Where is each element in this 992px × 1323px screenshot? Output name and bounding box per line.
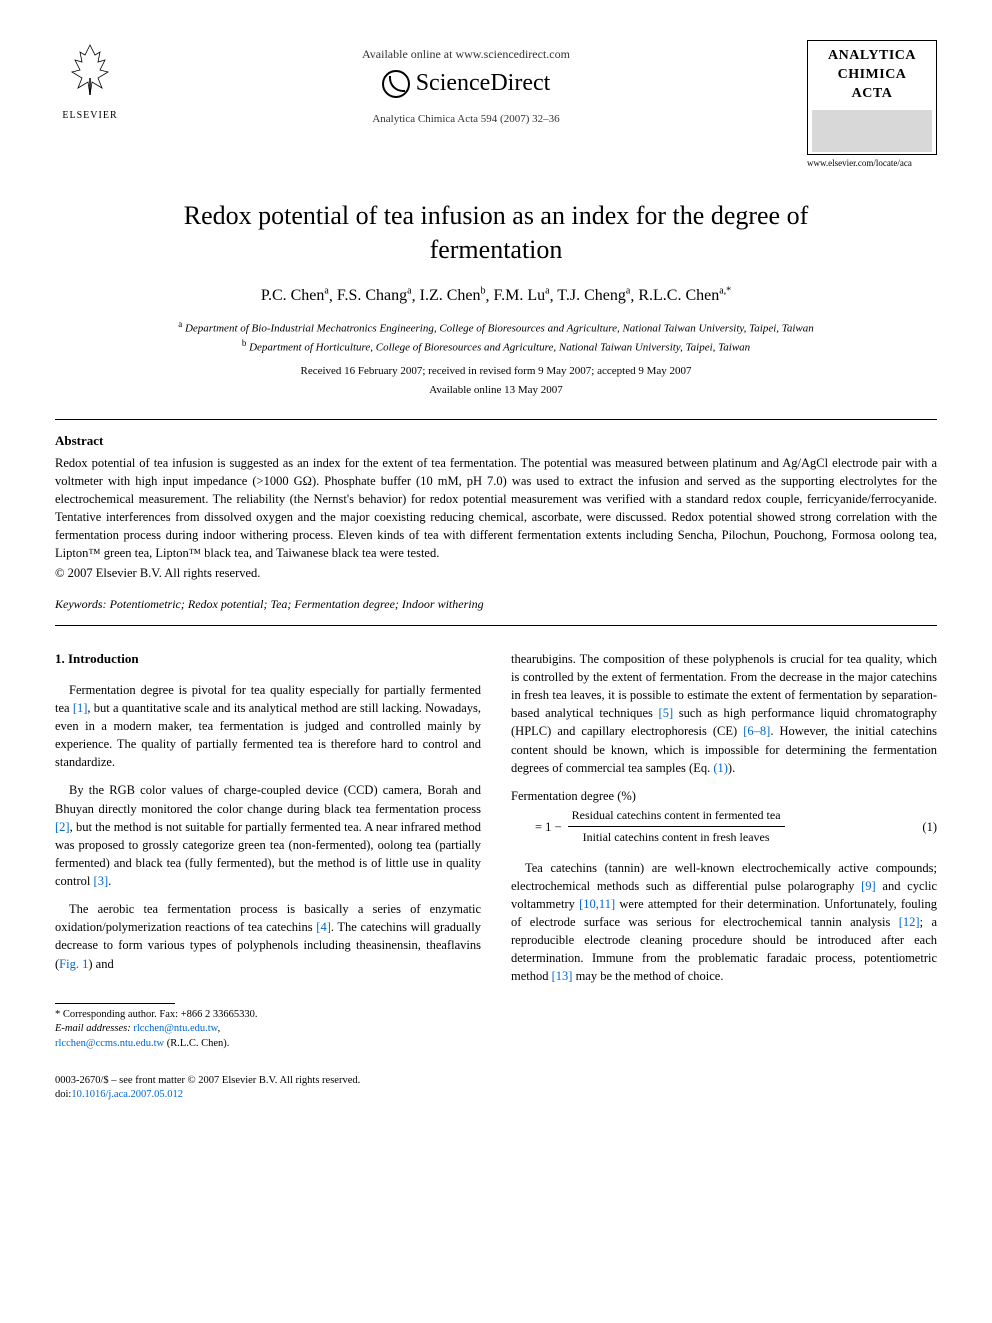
affiliation-a: a Department of Bio-Industrial Mechatron…	[55, 318, 937, 337]
journal-box: ANALYTICA CHIMICA ACTA	[807, 40, 937, 155]
journal-name-line2: CHIMICA	[812, 66, 932, 85]
ref-link-3[interactable]: [3]	[94, 874, 109, 888]
author-2: F.S. Changa	[337, 287, 412, 304]
email-line-2: rlcchen@ccms.ntu.edu.tw (R.L.C. Chen).	[55, 1037, 481, 1052]
doi-line: doi:10.1016/j.aca.2007.05.012	[55, 1088, 937, 1103]
online-date: Available online 13 May 2007	[55, 383, 937, 398]
page-footer: 0003-2670/$ – see front matter © 2007 El…	[55, 1074, 937, 1103]
footnote-separator	[55, 1003, 175, 1004]
intro-para-3: The aerobic tea fermentation process is …	[55, 900, 481, 973]
equation-1: Fermentation degree (%) = 1 − Residual c…	[511, 787, 937, 847]
abstract-heading: Abstract	[55, 432, 937, 450]
authors-line: P.C. Chena, F.S. Changa, I.Z. Chenb, F.M…	[55, 285, 937, 308]
center-header: Available online at www.sciencedirect.co…	[125, 40, 807, 128]
ref-link-9[interactable]: [9]	[861, 879, 876, 893]
keywords-items: Potentiometric; Redox potential; Tea; Fe…	[110, 597, 484, 611]
corresponding-author: * Corresponding author. Fax: +866 2 3366…	[55, 1008, 481, 1023]
ref-link-2[interactable]: [2]	[55, 820, 70, 834]
ref-link-5[interactable]: [5]	[659, 706, 674, 720]
author-5: T.J. Chenga	[557, 287, 630, 304]
equation-body: = 1 − Residual catechins content in ferm…	[511, 807, 937, 847]
publisher-label: ELSEVIER	[55, 109, 125, 123]
ref-link-6-8[interactable]: [6–8]	[743, 724, 770, 738]
section-heading-introduction: 1. Introduction	[55, 650, 481, 669]
column-left: 1. Introduction Fermentation degree is p…	[55, 650, 481, 1052]
author-6: R.L.C. Chena,*	[638, 287, 731, 304]
col2-para-2: Tea catechins (tannin) are well-known el…	[511, 859, 937, 986]
journal-name-line3: ACTA	[812, 85, 932, 104]
journal-cover-swatch	[812, 110, 932, 152]
col2-para-1: thearubigins. The composition of these p…	[511, 650, 937, 777]
issn-line: 0003-2670/$ – see front matter © 2007 El…	[55, 1074, 937, 1089]
equation-fraction: Residual catechins content in fermented …	[568, 807, 785, 847]
author-1: P.C. Chena	[261, 287, 329, 304]
keywords-line: Keywords: Potentiometric; Redox potentia…	[55, 596, 937, 613]
journal-reference: Analytica Chimica Acta 594 (2007) 32–36	[125, 112, 807, 127]
body-columns: 1. Introduction Fermentation degree is p…	[55, 650, 937, 1052]
ref-link-12[interactable]: [12]	[899, 915, 920, 929]
available-online-text: Available online at www.sciencedirect.co…	[125, 46, 807, 63]
ref-link-13[interactable]: [13]	[552, 969, 573, 983]
equation-core: = 1 − Residual catechins content in ferm…	[535, 807, 785, 847]
elsevier-tree-icon	[60, 40, 120, 100]
footnote-block: * Corresponding author. Fax: +866 2 3366…	[55, 1008, 481, 1052]
equation-numerator: Residual catechins content in fermented …	[568, 807, 785, 827]
fig-link-1[interactable]: Fig. 1	[59, 957, 88, 971]
paper-title: Redox potential of tea infusion as an in…	[115, 199, 877, 267]
sciencedirect-swirl-icon	[382, 70, 410, 98]
journal-name-line1: ANALYTICA	[812, 47, 932, 66]
equation-prefix: = 1 −	[535, 818, 562, 836]
author-4: F.M. Lua	[493, 287, 549, 304]
footnote-author-paren: (R.L.C. Chen).	[167, 1038, 230, 1049]
received-dates: Received 16 February 2007; received in r…	[55, 364, 937, 379]
author-3: I.Z. Chenb	[420, 287, 486, 304]
keywords-label: Keywords:	[55, 597, 107, 611]
journal-url: www.elsevier.com/locate/aca	[807, 157, 937, 170]
rule-top	[55, 419, 937, 420]
ref-link-10-11[interactable]: [10,11]	[579, 897, 615, 911]
intro-para-1: Fermentation degree is pivotal for tea q…	[55, 681, 481, 772]
email-link-2[interactable]: rlcchen@ccms.ntu.edu.tw	[55, 1038, 164, 1049]
abstract-body: Redox potential of tea infusion is sugge…	[55, 454, 937, 563]
column-right: thearubigins. The composition of these p…	[511, 650, 937, 1052]
equation-denominator: Initial catechins content in fresh leave…	[568, 827, 785, 846]
email-label: E-mail addresses:	[55, 1023, 131, 1034]
doi-link[interactable]: 10.1016/j.aca.2007.05.012	[71, 1089, 183, 1100]
affiliations: a Department of Bio-Industrial Mechatron…	[55, 318, 937, 356]
ref-link-4[interactable]: [4]	[316, 920, 331, 934]
affiliation-b: b Department of Horticulture, College of…	[55, 337, 937, 356]
email-link-1[interactable]: rlcchen@ntu.edu.tw	[133, 1023, 217, 1034]
sciencedirect-logo: ScienceDirect	[382, 67, 551, 101]
paper-header: ELSEVIER Available online at www.science…	[55, 40, 937, 169]
elsevier-logo: ELSEVIER	[55, 40, 125, 123]
eq-ref-1[interactable]: (1)	[713, 761, 728, 775]
email-line: E-mail addresses: rlcchen@ntu.edu.tw,	[55, 1022, 481, 1037]
intro-para-2: By the RGB color values of charge-couple…	[55, 781, 481, 890]
equation-label: Fermentation degree (%)	[511, 787, 937, 805]
equation-number: (1)	[922, 818, 937, 836]
sciencedirect-text: ScienceDirect	[416, 67, 551, 101]
journal-box-container: ANALYTICA CHIMICA ACTA www.elsevier.com/…	[807, 40, 937, 169]
ref-link-1[interactable]: [1]	[73, 701, 88, 715]
abstract-copyright: © 2007 Elsevier B.V. All rights reserved…	[55, 565, 937, 583]
rule-bottom	[55, 625, 937, 626]
